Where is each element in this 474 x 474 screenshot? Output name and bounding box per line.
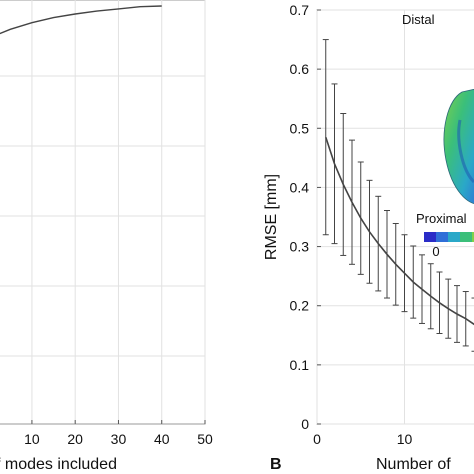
- panel-b-grid: [316, 9, 474, 425]
- panel-a-grid: [0, 0, 206, 424]
- panel-a-x-ticks: 01020304050: [24, 420, 213, 447]
- inset-label-proximal: Proximal: [416, 211, 467, 226]
- inset-label-distal: Distal: [402, 12, 435, 27]
- panel-b-y-tick-label: 0: [301, 416, 309, 432]
- panel-b-x-ticks: 0 10: [313, 431, 412, 447]
- panel-b-y-tick-label: 0.1: [290, 357, 310, 373]
- panel-b-x-tick-label: 0: [313, 431, 321, 447]
- panel-b-y-tick-label: 0.6: [290, 61, 310, 77]
- panel-b-y-tick-label: 0.7: [290, 2, 310, 18]
- panel-b-x-tick-label: 10: [397, 431, 413, 447]
- panel-b-series-line: [325, 136, 474, 326]
- panel-b-y-ticks: 0 0.1 0.2 0.3 0.4 0.5 0.6 0.7: [290, 2, 321, 432]
- panel-a-series-line: [0, 5, 162, 35]
- panel-a-x-tick-label: 10: [24, 431, 40, 447]
- colorbar-segment: [448, 232, 461, 242]
- panel-b: B 0 0.1 0.2 0.3 0.4 0.5 0.6 0.7 0 10 RMSE [mm] N…: [263, 2, 474, 473]
- colorbar-segment: [436, 232, 449, 242]
- panel-a-x-axis-label: f modes included: [0, 456, 117, 473]
- panel-b-y-tick-label: 0.5: [290, 120, 310, 136]
- panel-a-x-tick-label: 50: [197, 431, 213, 447]
- panel-b-letter: B: [270, 456, 282, 473]
- panel-a-plot-area: [0, 0, 206, 425]
- panel-b-y-tick-label: 0.3: [290, 239, 310, 255]
- inset-bone-render: [443, 88, 474, 204]
- panel-a-x-tick-label: 20: [67, 431, 83, 447]
- panel-b-y-tick-label: 0.2: [290, 298, 310, 314]
- inset-colorbar-min-label: 0: [432, 244, 439, 259]
- panel-b-y-tick-label: 0.4: [290, 179, 310, 195]
- panel-b-x-axis-label: Number of: [376, 456, 451, 473]
- colorbar-segment: [472, 232, 474, 242]
- inset-colorbar: [424, 232, 474, 242]
- panel-a-x-tick-label: 30: [111, 431, 127, 447]
- colorbar-segment: [424, 232, 437, 242]
- panel-b-y-axis-label: RMSE [mm]: [263, 174, 280, 260]
- panel-a-x-tick-label: 40: [154, 431, 170, 447]
- panel-a: 01020304050 f modes included: [0, 0, 213, 473]
- colorbar-segment: [460, 232, 473, 242]
